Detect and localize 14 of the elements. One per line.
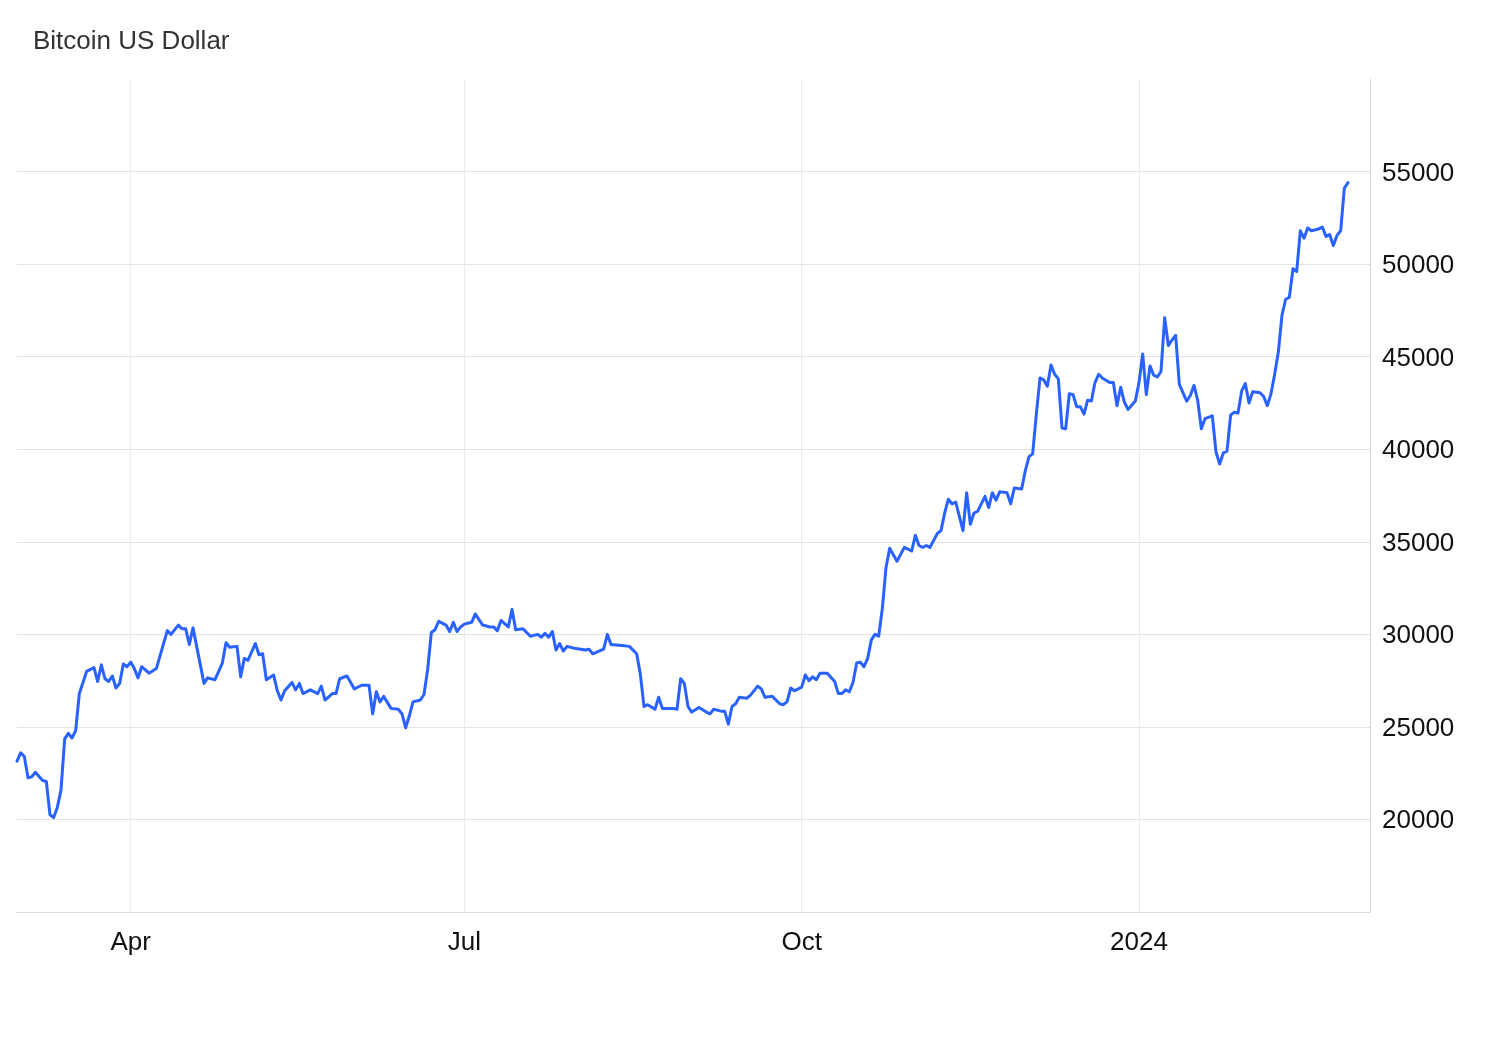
y-tick-label: 55000	[1382, 156, 1455, 187]
y-tick-label: 45000	[1382, 341, 1455, 372]
x-tick-label: Jul	[447, 926, 481, 956]
chart-title: Bitcoin US Dollar	[33, 25, 230, 55]
y-tick-label: 35000	[1382, 526, 1455, 557]
y-tick-label: 40000	[1382, 434, 1455, 465]
x-tick-label: Oct	[781, 926, 823, 956]
line-series	[15, 181, 1350, 820]
y-tick-label: 30000	[1382, 619, 1455, 650]
x-tick-label: Apr	[110, 926, 152, 956]
y-tick-label: 20000	[1382, 804, 1455, 835]
y-tick-label: 50000	[1382, 249, 1455, 280]
x-tick-label: 2024	[1110, 926, 1168, 956]
y-tick-label: 25000	[1382, 711, 1455, 742]
